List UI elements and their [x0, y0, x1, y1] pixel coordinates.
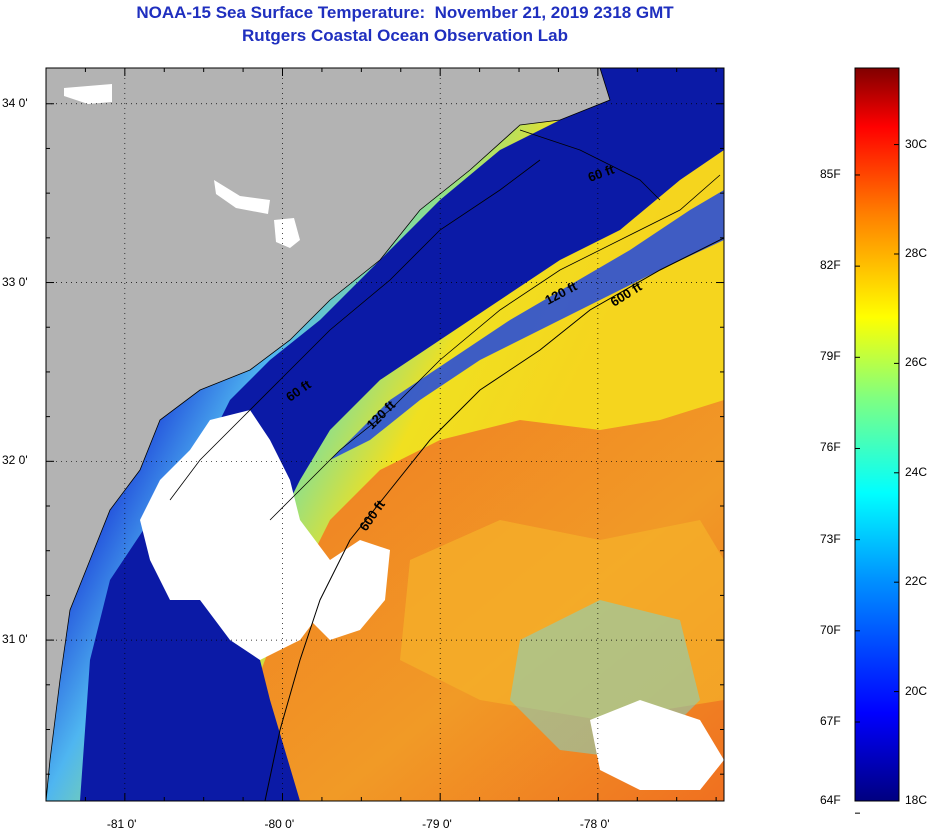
isobath-120ft-line [269, 174, 721, 521]
colorbar-celsius-label: 28C [905, 245, 928, 260]
colorbar-fahrenheit-label: 82F [820, 258, 841, 273]
map-ticks [45, 68, 724, 801]
colorbar [854, 67, 900, 802]
cloud-cover-northwest [64, 84, 112, 104]
colorbar-celsius-label: 24C [905, 464, 928, 479]
colorbar-fahrenheit-label: 64F [820, 793, 841, 807]
land-southeast-us [46, 68, 610, 801]
lat-tick-label: 32 0' [2, 453, 28, 468]
map-frame [45, 67, 725, 802]
colorbar-fahrenheit-label: 79F [820, 349, 841, 364]
colorbar-celsius-label: 30C [905, 136, 928, 151]
lon-tick-label: -79 0' [422, 817, 452, 831]
colorbar-fahrenheit-label: 70F [820, 622, 841, 637]
colorbar-fahrenheit-label: 76F [820, 440, 841, 455]
lon-tick-label: -81 0' [106, 817, 137, 831]
cloud-cover-inland [214, 180, 270, 214]
isobath-60ft-line [169, 129, 661, 501]
cloud-cover-coastal [140, 410, 330, 660]
colorbar-celsius-label: 22C [905, 574, 928, 589]
colorbar-ticks [855, 144, 899, 814]
map-subtitle: Rutgers Coastal Ocean Observation Lab [242, 26, 568, 45]
lon-tick-label: -78 0' [579, 817, 610, 831]
lat-tick-label: 31 0' [2, 632, 28, 647]
map-title: NOAA-15 Sea Surface Temperature: Novembe… [136, 3, 674, 22]
cloud-cover-offshore [310, 540, 390, 640]
isobath-600ft-line [264, 237, 724, 801]
mid-shelf-water [330, 190, 724, 460]
colorbar-fahrenheit-label: 85F [820, 166, 841, 181]
coastline [46, 68, 611, 801]
cloud-cover-north [274, 218, 300, 248]
lat-tick-label: 34 0' [2, 95, 28, 110]
colorbar-fahrenheit-label: 73F [820, 531, 841, 546]
colorbar-celsius-label: 26C [905, 355, 928, 370]
colorbar-celsius-label: 20C [905, 683, 928, 698]
colorbar-celsius-label: 18C [905, 793, 928, 807]
sst-map: 60 ft 60 ft 120 ft 120 ft 600 ft 600 ft [46, 68, 724, 801]
lat-tick-label: 33 0' [2, 274, 28, 289]
map-gridlines [46, 68, 724, 801]
cloud-cover-southeast [590, 700, 724, 790]
colorbar-fahrenheit-label: 67F [820, 713, 841, 728]
lon-tick-label: -80 0' [264, 817, 295, 831]
